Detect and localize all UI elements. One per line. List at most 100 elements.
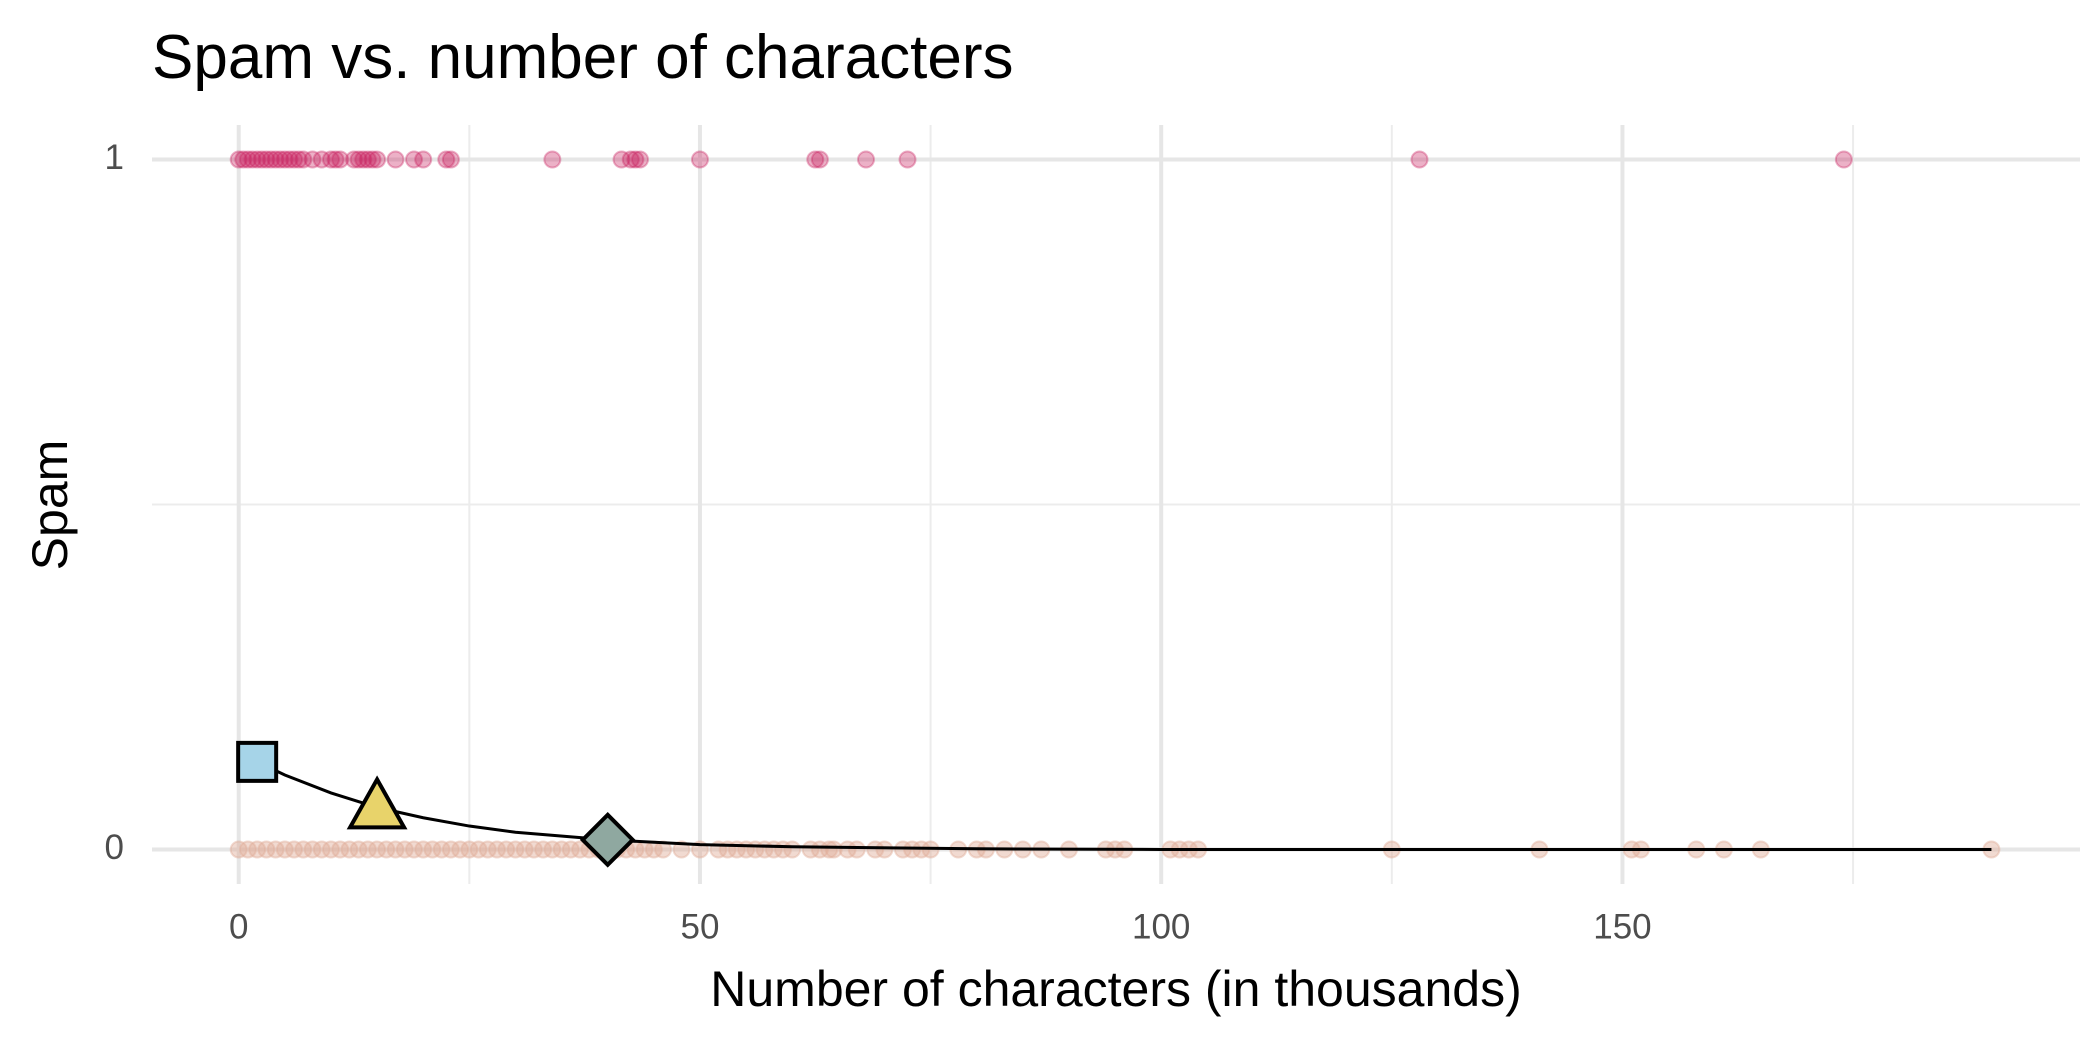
point <box>561 840 580 859</box>
marker-square <box>236 740 279 783</box>
y-tick-label: 0 <box>105 828 124 867</box>
point <box>285 150 304 169</box>
point <box>331 840 350 859</box>
point <box>469 840 488 859</box>
point <box>524 840 543 859</box>
point <box>266 150 285 169</box>
point <box>515 840 534 859</box>
point <box>395 840 414 859</box>
point <box>312 150 331 169</box>
point <box>234 150 253 169</box>
point <box>386 150 405 169</box>
x-tick-label: 50 <box>680 907 719 946</box>
point <box>252 150 271 169</box>
point <box>257 150 276 169</box>
point <box>441 150 460 169</box>
point <box>898 150 917 169</box>
point <box>460 840 479 859</box>
x-tick-label: 100 <box>1132 907 1190 946</box>
point <box>326 150 345 169</box>
point <box>349 840 368 859</box>
point <box>571 840 590 859</box>
point <box>289 150 308 169</box>
point <box>626 150 645 169</box>
point <box>285 840 304 859</box>
point <box>294 150 313 169</box>
point <box>875 840 894 859</box>
point <box>423 840 442 859</box>
point <box>478 840 497 859</box>
point <box>506 840 525 859</box>
chart-title: Spam vs. number of characters <box>152 23 1013 92</box>
point <box>820 840 839 859</box>
point <box>451 840 470 859</box>
point <box>806 150 825 169</box>
point <box>552 840 571 859</box>
x-tick-label: 150 <box>1593 907 1651 946</box>
point <box>280 150 299 169</box>
point <box>838 840 857 859</box>
point <box>621 150 640 169</box>
point <box>437 150 456 169</box>
point <box>534 840 553 859</box>
point <box>414 840 433 859</box>
point <box>349 150 368 169</box>
point <box>1410 150 1429 169</box>
point <box>243 150 262 169</box>
point <box>377 840 396 859</box>
point <box>294 840 313 859</box>
point <box>229 840 248 859</box>
point <box>229 150 248 169</box>
point <box>543 150 562 169</box>
point <box>672 840 691 859</box>
point <box>690 150 709 169</box>
point <box>331 150 350 169</box>
point <box>497 840 516 859</box>
point <box>824 840 843 859</box>
point <box>368 840 387 859</box>
point <box>271 150 290 169</box>
x-tick-label: 0 <box>229 907 248 946</box>
point <box>303 840 322 859</box>
point <box>857 150 876 169</box>
point <box>345 150 364 169</box>
marker-triangle <box>346 775 408 830</box>
point <box>404 840 423 859</box>
point <box>612 150 631 169</box>
point <box>238 840 257 859</box>
point <box>441 840 460 859</box>
point <box>847 840 866 859</box>
point <box>543 840 562 859</box>
point <box>266 840 285 859</box>
point <box>810 840 829 859</box>
point <box>238 150 257 169</box>
point <box>321 150 340 169</box>
point <box>1834 150 1853 169</box>
point <box>312 840 331 859</box>
point <box>303 150 322 169</box>
point <box>488 840 507 859</box>
point <box>630 150 649 169</box>
point <box>783 840 802 859</box>
fitted-curve <box>256 760 1992 851</box>
point <box>363 150 382 169</box>
marker-diamond <box>579 812 636 868</box>
point <box>358 150 377 169</box>
point <box>275 150 294 169</box>
point <box>404 150 423 169</box>
point <box>275 840 294 859</box>
point <box>248 150 267 169</box>
point <box>432 840 451 859</box>
point <box>248 840 267 859</box>
point <box>257 840 276 859</box>
point <box>368 150 387 169</box>
point <box>321 840 340 859</box>
point <box>414 150 433 169</box>
point <box>866 840 885 859</box>
point <box>340 840 359 859</box>
point <box>262 150 281 169</box>
point <box>386 840 405 859</box>
y-tick-label: 1 <box>105 138 124 177</box>
y-axis-title: Spam <box>22 440 78 571</box>
